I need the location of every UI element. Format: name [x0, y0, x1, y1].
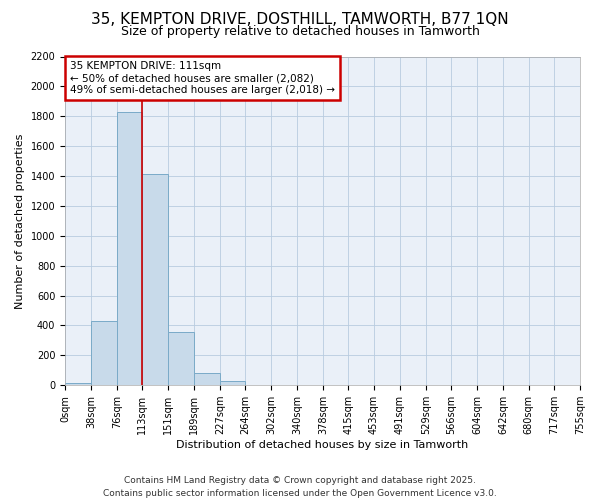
Bar — [117, 112, 142, 385]
Bar — [65, 383, 91, 385]
Text: Size of property relative to detached houses in Tamworth: Size of property relative to detached ho… — [121, 25, 479, 38]
Text: Contains HM Land Registry data © Crown copyright and database right 2025.
Contai: Contains HM Land Registry data © Crown c… — [103, 476, 497, 498]
Bar — [168, 332, 194, 385]
Y-axis label: Number of detached properties: Number of detached properties — [15, 133, 25, 308]
X-axis label: Distribution of detached houses by size in Tamworth: Distribution of detached houses by size … — [176, 440, 469, 450]
Bar — [91, 321, 117, 385]
Bar — [142, 174, 168, 385]
Text: 35 KEMPTON DRIVE: 111sqm
← 50% of detached houses are smaller (2,082)
49% of sem: 35 KEMPTON DRIVE: 111sqm ← 50% of detach… — [70, 62, 335, 94]
Bar — [194, 374, 220, 385]
Bar — [220, 382, 245, 385]
Text: 35, KEMPTON DRIVE, DOSTHILL, TAMWORTH, B77 1QN: 35, KEMPTON DRIVE, DOSTHILL, TAMWORTH, B… — [91, 12, 509, 28]
